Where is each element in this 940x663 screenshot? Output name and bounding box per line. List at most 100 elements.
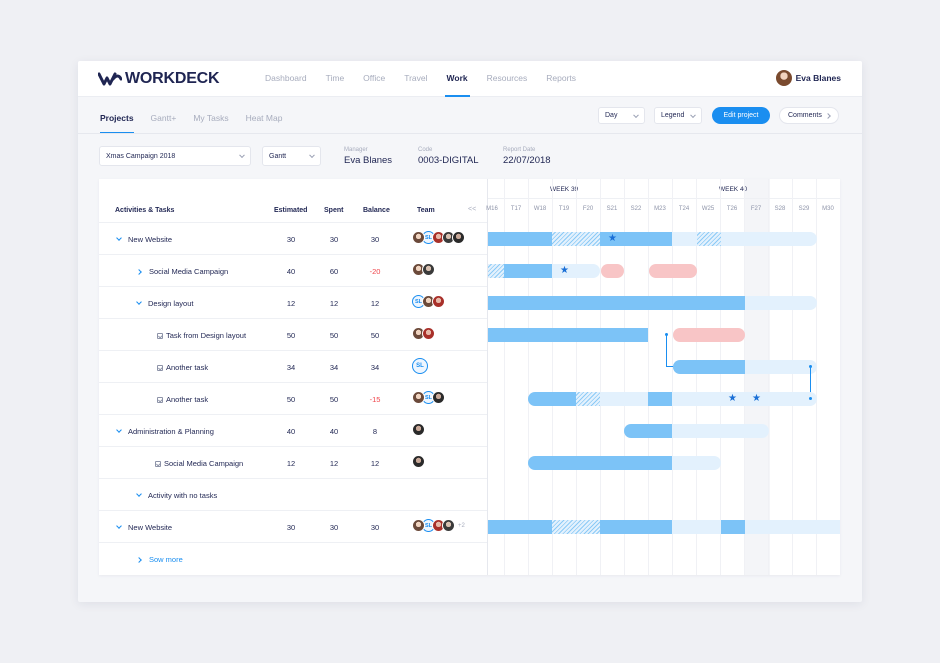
legend-select[interactable]: Legend	[654, 107, 702, 124]
collapse-gantt-icon[interactable]: <<	[468, 206, 477, 213]
nav-office[interactable]: Office	[363, 73, 386, 83]
row-label: Social Media Campaign	[136, 267, 228, 276]
day-label: M23	[654, 206, 666, 212]
chevron-down-icon[interactable]	[116, 235, 122, 241]
comments-label: Comments	[788, 112, 822, 119]
team-avatars: SL	[412, 295, 445, 308]
grid-line	[672, 179, 673, 575]
gantt-bar[interactable]	[721, 520, 745, 534]
show-more-text: Sow more	[149, 555, 183, 564]
milestone-star-icon[interactable]: ★	[608, 233, 617, 244]
gantt-bar[interactable]	[488, 520, 552, 534]
chevron-down-icon[interactable]	[136, 299, 142, 305]
gantt-bar[interactable]	[672, 424, 769, 438]
nav-travel[interactable]: Travel	[404, 73, 428, 83]
gantt-overrun-bar[interactable]	[673, 328, 745, 342]
report-date-value: 22/07/2018	[503, 155, 551, 166]
table-row[interactable]: Social Media Campaign 12 12 12	[99, 447, 487, 479]
show-more-row[interactable]: Sow more	[99, 543, 487, 575]
gantt-bar[interactable]	[745, 296, 817, 310]
chevron-right-icon[interactable]	[136, 268, 142, 275]
milestone-star-icon[interactable]: ★	[728, 393, 737, 404]
nav-reports[interactable]: Reports	[546, 73, 577, 83]
nav-resources[interactable]: Resources	[486, 73, 528, 83]
gantt-bar[interactable]	[673, 360, 745, 374]
more-members-count[interactable]: +2	[458, 522, 465, 529]
gantt-overrun-bar[interactable]	[601, 264, 624, 278]
view-select[interactable]: Day	[598, 107, 645, 124]
row-label: Activity with no tasks	[136, 491, 217, 500]
user-menu[interactable]: Eva Blanes	[774, 69, 841, 87]
row-label-text: New Website	[128, 235, 173, 244]
day-label: W25	[701, 206, 715, 212]
task-checkbox-icon[interactable]	[157, 364, 163, 371]
cell-spent: 40	[329, 427, 339, 436]
edit-project-button[interactable]: Edit project	[712, 107, 770, 124]
nav-time[interactable]: Time	[325, 73, 345, 83]
tab-gantt-plus[interactable]: Gantt+	[150, 113, 177, 123]
gantt-bar[interactable]	[504, 264, 552, 278]
milestone-star-icon[interactable]: ★	[752, 393, 761, 404]
mode-select[interactable]: Gantt	[262, 146, 321, 166]
cell-spent: 12	[329, 459, 339, 468]
cell-estimated: 30	[286, 523, 296, 532]
day-label: S29	[798, 206, 810, 212]
gantt-bar-hatched[interactable]	[552, 232, 600, 246]
day-label: S21	[606, 206, 618, 212]
workdeck-logo[interactable]: WORKDECK	[98, 70, 220, 87]
table-row[interactable]: Another task 50 50 -15 SL	[99, 383, 487, 415]
gantt-bar[interactable]	[488, 296, 745, 310]
gantt-bar[interactable]	[600, 232, 672, 246]
table-row[interactable]: Social Media Campaign 40 60 -20	[99, 255, 487, 287]
gantt-bar[interactable]	[672, 392, 817, 406]
table-row[interactable]: New Website 30 30 30 SL +2	[99, 511, 487, 543]
gantt-bar-hatched[interactable]	[488, 264, 504, 278]
comments-button[interactable]: Comments	[779, 107, 839, 124]
gantt-bar-hatched[interactable]	[697, 232, 721, 246]
grid-line	[528, 179, 529, 575]
gantt-bar[interactable]	[488, 328, 648, 342]
milestone-star-icon[interactable]: ★	[560, 265, 569, 276]
gantt-bar[interactable]	[745, 360, 817, 374]
code-label: Code	[418, 147, 433, 153]
task-checkbox-icon[interactable]	[157, 332, 163, 339]
task-checkbox-icon[interactable]	[157, 396, 163, 403]
gantt-bar[interactable]	[648, 392, 672, 406]
gantt-bar-hatched[interactable]	[576, 392, 600, 406]
nav-dashboard[interactable]: Dashboard	[265, 73, 307, 83]
gantt-bar[interactable]	[600, 392, 648, 406]
gantt-bar[interactable]	[552, 264, 600, 278]
gantt-overrun-bar[interactable]	[649, 264, 697, 278]
table-row[interactable]: Task from Design layout 50 50 50	[99, 319, 487, 351]
task-checkbox-icon[interactable]	[155, 460, 161, 467]
header-balance: Balance	[363, 207, 390, 214]
gantt-bar[interactable]	[528, 392, 576, 406]
nav-work[interactable]: Work	[444, 73, 470, 97]
gantt-bar-hatched[interactable]	[552, 520, 600, 534]
tab-my-tasks[interactable]: My Tasks	[193, 113, 229, 123]
chevron-down-icon[interactable]	[136, 491, 142, 497]
table-row[interactable]: New Website 30 30 30 SL	[99, 223, 487, 255]
gantt-chart: WEEK 39 WEEK 40 M16 T17 W18 T19 F20 S21 S22 M23…	[486, 179, 840, 575]
gantt-bar[interactable]	[600, 520, 672, 534]
gantt-bar[interactable]	[624, 424, 672, 438]
table-row[interactable]: Administration & Planning 40 40 8	[99, 415, 487, 447]
table-row[interactable]: Activity with no tasks	[99, 479, 487, 511]
gantt-bar[interactable]	[488, 232, 552, 246]
gantt-bar[interactable]	[528, 456, 672, 470]
tab-heat-map[interactable]: Heat Map	[245, 113, 283, 123]
cell-estimated: 34	[286, 363, 296, 372]
table-row[interactable]: Design layout 12 12 12 SL	[99, 287, 487, 319]
avatar	[412, 423, 425, 436]
table-row[interactable]: Another task 34 34 34 SL	[99, 351, 487, 383]
tab-projects[interactable]: Projects	[100, 113, 134, 134]
chevron-down-icon[interactable]	[116, 523, 122, 529]
manager-label: Manager	[344, 147, 368, 153]
row-label-text: Design layout	[148, 299, 194, 308]
show-more-link[interactable]: Sow more	[136, 555, 183, 564]
chevron-down-icon[interactable]	[116, 427, 122, 433]
sub-tabs: Projects Gantt+ My Tasks Heat Map	[100, 113, 299, 134]
report-date-label: Report Date	[503, 147, 536, 153]
gantt-bar[interactable]	[672, 456, 721, 470]
project-select[interactable]: Xmas Campaign 2018	[99, 146, 251, 166]
